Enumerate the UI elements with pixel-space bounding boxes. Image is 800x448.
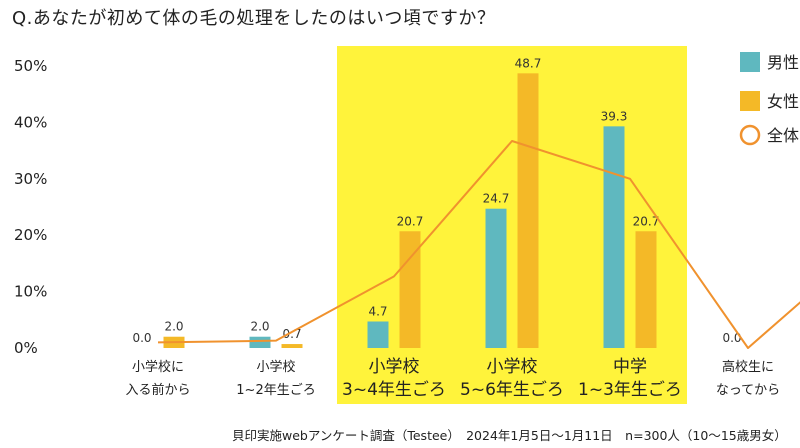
x-tick-label: 小学校	[256, 359, 295, 375]
legend-marker-total	[739, 124, 761, 146]
y-tick-label: 20%	[14, 226, 47, 244]
x-tick-label: 小学校	[487, 357, 538, 377]
data-label-female: 0.7	[282, 327, 301, 341]
chart-title: Q.あなたが初めて体の毛の処理をしたのはいつ頃ですか？	[12, 8, 496, 29]
bar-female	[635, 231, 657, 348]
data-label-female: 20.7	[633, 214, 660, 228]
legend-swatch-male	[740, 52, 760, 72]
x-tick-label: 中学	[613, 357, 647, 377]
bar-male	[603, 126, 625, 349]
data-label-male: 0.0	[722, 331, 741, 345]
x-tick-label: 3~4年生ごろ	[342, 380, 446, 400]
bar-male	[367, 321, 389, 348]
highlight-band	[337, 46, 687, 404]
x-tick-label: 1~2年生ごろ	[236, 382, 315, 398]
data-label-male: 0.0	[132, 331, 151, 345]
x-tick-label: 入る前から	[125, 382, 190, 398]
data-label-male: 39.3	[601, 109, 628, 123]
x-tick-label: 1~3年生ごろ	[578, 380, 682, 400]
y-tick-label: 40%	[14, 113, 47, 131]
bar-male	[485, 208, 507, 348]
y-tick-label: 10%	[14, 283, 47, 301]
y-tick-label: 30%	[14, 170, 47, 188]
data-label-male: 2.0	[250, 320, 269, 334]
bar-male	[249, 336, 271, 348]
legend-label-female: 女性	[767, 92, 799, 111]
y-tick-label: 0%	[14, 339, 38, 357]
bar-female	[399, 231, 421, 348]
bar-female	[281, 344, 303, 348]
x-tick-label: 小学校に	[132, 359, 184, 375]
data-label-female: 20.7	[397, 214, 424, 228]
y-tick-label: 50%	[14, 57, 47, 75]
survey-source-note: 貝印実施webアンケート調査（Testee） 2024年1月5日～1月11日 n…	[232, 428, 787, 443]
x-tick-label: 高校生に	[722, 359, 774, 375]
data-label-male: 24.7	[483, 192, 510, 206]
data-label-female: 48.7	[515, 56, 542, 70]
x-tick-label: なってから	[716, 383, 780, 398]
bar-female	[517, 73, 539, 348]
data-label-female: 2.0	[164, 320, 183, 334]
x-tick-label: 5~6年生ごろ	[460, 380, 564, 400]
line-total	[157, 140, 800, 349]
x-tick-label: 小学校	[369, 357, 420, 377]
legend-label-total: 全体	[767, 126, 799, 145]
legend-label-male: 男性	[767, 53, 799, 72]
legend-swatch-female	[740, 91, 760, 111]
data-label-male: 4.7	[368, 304, 387, 318]
